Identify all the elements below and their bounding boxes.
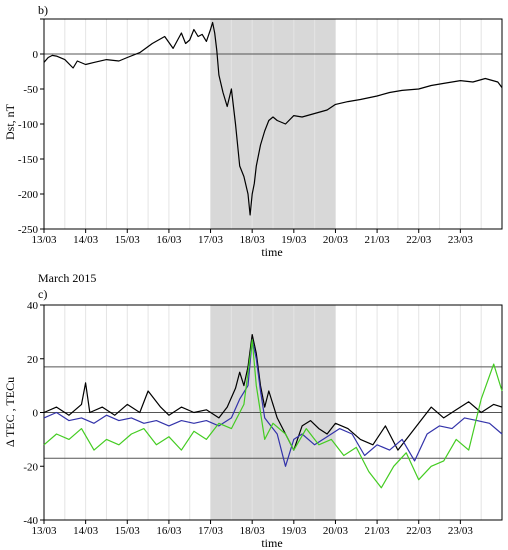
dst-y-axis-label: Dst, nT <box>3 103 17 140</box>
series-line-0 <box>43 21 503 216</box>
x-tick-label: 21/03 <box>365 234 391 246</box>
x-tick-label: 23/03 <box>448 525 474 537</box>
tec-y-ticks: 40 20 0 -20 -40 <box>23 300 44 527</box>
y-tick-label: -100 <box>18 119 39 131</box>
x-tick-label: 16/03 <box>156 234 182 246</box>
x-tick-label: 14/03 <box>73 234 99 246</box>
x-tick-label: 19/03 <box>281 525 307 537</box>
series-line-0 <box>43 334 503 451</box>
y-tick-label: -40 <box>23 515 38 527</box>
x-tick-label: 14/03 <box>73 525 99 537</box>
x-tick-label: 18/03 <box>240 525 266 537</box>
y-tick-label: 40 <box>27 300 39 312</box>
tec-series <box>43 334 503 489</box>
x-tick-label: 18/03 <box>240 234 266 246</box>
tec-x-ticks: 13/03 14/03 15/03 16/03 17/03 18/03 19/03 20/03… <box>31 520 473 537</box>
dst-series <box>43 21 503 216</box>
dst-x-axis-label: time <box>261 245 282 259</box>
y-tick-label: -150 <box>18 154 39 166</box>
y-tick-label: -50 <box>23 84 38 96</box>
x-tick-label: 16/03 <box>156 525 182 537</box>
dst-panel: 0 -50 -100 -150 -200 -250 13/03 14/03 15/03 16/0… <box>3 3 503 259</box>
x-tick-label: 17/03 <box>198 525 224 537</box>
y-tick-label: 0 <box>33 408 39 420</box>
x-tick-label: 13/03 <box>31 525 57 537</box>
tec-reference-lines <box>44 366 502 459</box>
x-tick-label: 20/03 <box>323 234 349 246</box>
tec-y-axis-label: Δ TEC , TECu <box>3 377 17 447</box>
dst-x-ticks: 13/03 14/03 15/03 16/03 17/03 18/03 19/03 20/03… <box>31 229 473 246</box>
dst-y-ticks: 0 -50 -100 -150 -200 -250 <box>18 18 44 236</box>
y-tick-label: 0 <box>33 49 39 61</box>
y-tick-label: -200 <box>18 189 39 201</box>
tec-title: March 2015 <box>38 271 96 285</box>
x-tick-label: 22/03 <box>406 234 432 246</box>
x-tick-label: 21/03 <box>365 525 391 537</box>
tec-panel-label: c) <box>38 287 47 301</box>
tec-x-axis-label: time <box>261 536 282 550</box>
x-tick-label: 23/03 <box>448 234 474 246</box>
dst-panel-label: b) <box>38 3 48 17</box>
x-tick-label: 20/03 <box>323 525 349 537</box>
dst-gridlines <box>64 19 482 229</box>
x-tick-label: 17/03 <box>198 234 224 246</box>
y-tick-label: -250 <box>18 224 39 236</box>
series-line-1 <box>43 339 503 467</box>
x-tick-label: 13/03 <box>31 234 57 246</box>
x-tick-label: 15/03 <box>115 525 141 537</box>
x-tick-label: 15/03 <box>115 234 141 246</box>
y-tick-label: -20 <box>23 461 38 473</box>
y-tick-label: 20 <box>27 354 39 366</box>
tec-panel: 40 20 0 -20 -40 13/03 14/03 15/03 16/03 17/03 18/… <box>3 271 503 550</box>
x-tick-label: 22/03 <box>406 525 432 537</box>
x-tick-label: 19/03 <box>281 234 307 246</box>
series-line-2 <box>43 339 503 489</box>
